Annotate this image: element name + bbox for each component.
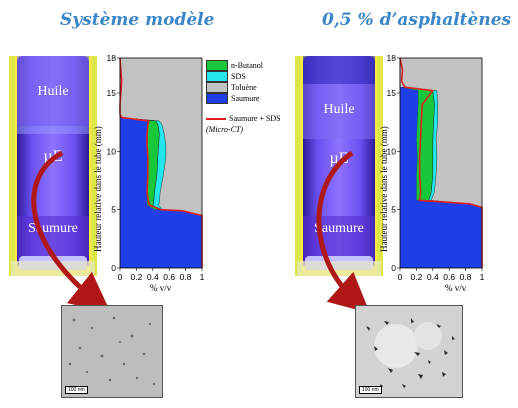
y-tick-label: 5 bbox=[111, 205, 116, 215]
x-tick-label: 0,2 bbox=[410, 272, 422, 280]
y-tick-label: 10 bbox=[387, 146, 397, 156]
x-tick-label: 0 bbox=[398, 272, 403, 280]
y-tick-label: 15 bbox=[107, 88, 117, 98]
legend-item-saumure-sds: Saumure + SDS bbox=[206, 113, 281, 124]
y-tick-label: 0 bbox=[111, 263, 116, 273]
x-tick-label: 0,6 bbox=[443, 272, 455, 280]
x-tick-label: 1 bbox=[480, 272, 485, 280]
area-saumure bbox=[120, 58, 202, 268]
brine-label-right: Saumure bbox=[314, 221, 364, 236]
legend-item-butanol: n-Butanol bbox=[206, 60, 281, 71]
legend-item-microct: (Micro-CT) bbox=[206, 125, 244, 134]
x-tick-label: 0,4 bbox=[427, 272, 439, 280]
y-tick-label: 15 bbox=[387, 88, 397, 98]
oil-label-right: Huile bbox=[323, 102, 355, 117]
y-axis-label-left: Hauteur relative dans le tube (mm) bbox=[93, 126, 103, 252]
y-tick-label: 18 bbox=[107, 53, 117, 63]
title-right: 0,5 % d’asphaltènes bbox=[322, 10, 512, 30]
tem-image-left: 100 nm bbox=[61, 305, 163, 398]
chart-legend: n-Butanol SDS Toluène Saumure Saumure + … bbox=[206, 60, 281, 135]
y-tick-label: 5 bbox=[391, 205, 396, 215]
legend-item-toluene: Toluène bbox=[206, 82, 281, 93]
title-left: Système modèle bbox=[60, 10, 215, 30]
tem-texture-right bbox=[356, 306, 462, 397]
x-tick-label: 0,2 bbox=[130, 272, 142, 280]
brine-label-left: Saumure bbox=[28, 221, 78, 236]
microemulsion-label-right: µE bbox=[329, 150, 349, 167]
tem-image-right: 100 nm bbox=[355, 305, 463, 398]
microemulsion-label-left: µE bbox=[43, 148, 63, 165]
y-tick-label: 10 bbox=[107, 146, 117, 156]
oil-label-left: Huile bbox=[37, 84, 69, 99]
x-tick-label: 1 bbox=[200, 272, 205, 280]
line-saumure-sds bbox=[399, 57, 483, 268]
plot-frame bbox=[399, 57, 483, 269]
legend-item-saumure: Saumure bbox=[206, 93, 281, 104]
x-axis-label-left: % v/v bbox=[150, 283, 172, 293]
x-axis-label-right: % v/v bbox=[445, 283, 467, 293]
tube-photo-right: Huile µE Saumure bbox=[295, 56, 383, 276]
plot-frame bbox=[119, 57, 203, 269]
chart-right: 0 5 10 15 18 0 0,2 0,4 0,6 0,8 1 bbox=[387, 53, 485, 280]
scale-bar-right: 100 nm bbox=[359, 386, 382, 394]
legend-item-sds: SDS bbox=[206, 71, 281, 82]
x-tick-label: 0,8 bbox=[460, 272, 472, 280]
tube-photo-left: Huile µE Saumure bbox=[9, 56, 97, 276]
tem-texture-left bbox=[62, 306, 162, 397]
chart-left: 0 5 10 15 18 0 0,2 0,4 0,6 0,8 1 bbox=[107, 53, 205, 280]
area-saumure bbox=[400, 58, 482, 268]
scale-bar-left: 100 nm bbox=[65, 386, 88, 394]
x-tick-label: 0,8 bbox=[180, 272, 192, 280]
x-tick-label: 0,6 bbox=[163, 272, 175, 280]
y-tick-label: 18 bbox=[387, 53, 397, 63]
x-tick-label: 0,4 bbox=[147, 272, 159, 280]
y-tick-label: 0 bbox=[391, 263, 396, 273]
x-tick-label: 0 bbox=[118, 272, 123, 280]
